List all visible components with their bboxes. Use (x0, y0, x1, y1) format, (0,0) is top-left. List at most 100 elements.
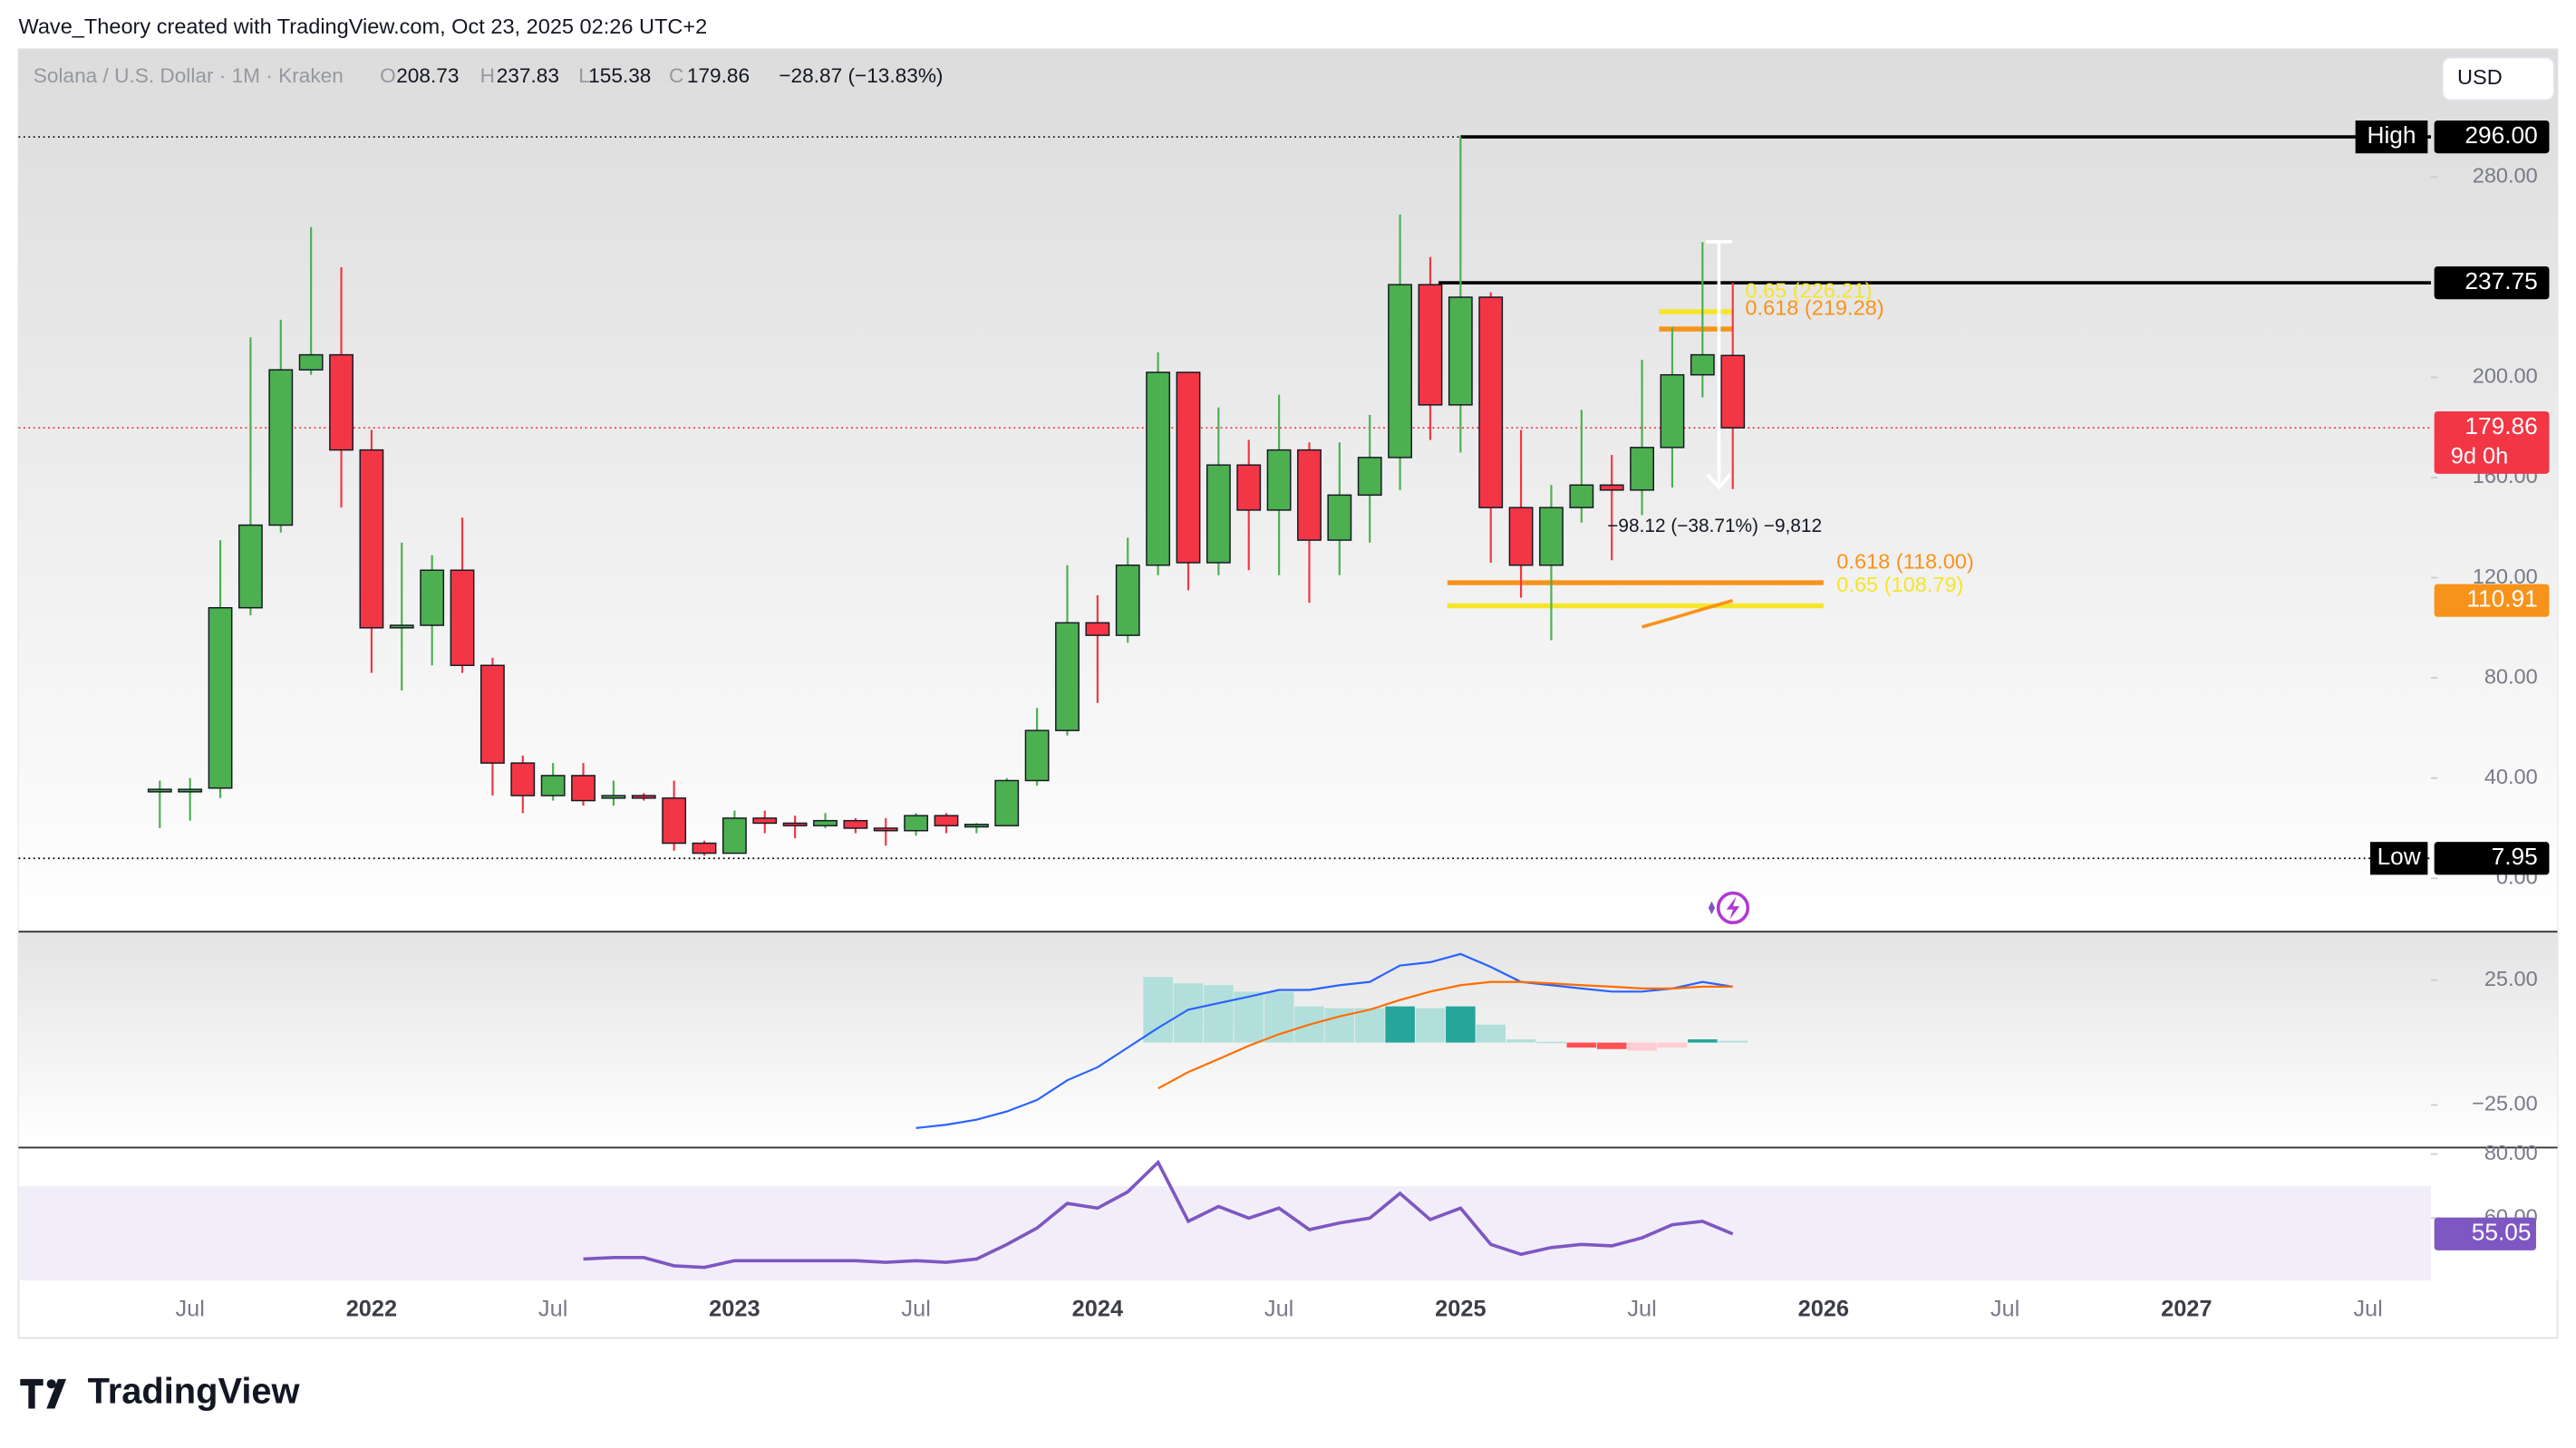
x-tick-label: Jul (1264, 1297, 1293, 1322)
macd-histogram-bar (1173, 983, 1204, 1043)
candle-body (329, 353, 353, 451)
candle-body (601, 795, 626, 799)
tag-label: High (2368, 121, 2416, 149)
price-badge-label: 110.91 (2466, 585, 2537, 613)
measure-label: −98.12 (−38.71%) −9,812 (1607, 516, 1822, 536)
y-tick-label: 80.00 (2484, 1141, 2538, 1164)
macd-histogram-bar (1566, 1042, 1597, 1048)
candle-body (540, 775, 566, 796)
tag-label: Low (2377, 843, 2422, 870)
x-tick-label: 2024 (1072, 1297, 1123, 1322)
tag-badge (2369, 842, 2428, 875)
tradingview-logo (20, 1378, 67, 1409)
price-badge (2434, 842, 2550, 875)
candle-body (1599, 484, 1624, 491)
macd-histogram-bar (1446, 1006, 1476, 1043)
price-badge-label: 237.75 (2465, 267, 2537, 294)
candle-body (147, 788, 172, 793)
x-tick-label: 2023 (709, 1297, 760, 1322)
candle-body (1266, 449, 1292, 511)
logo-text: TradingView (88, 1372, 301, 1412)
price-badge (2434, 410, 2550, 474)
ohlc-value: 155.38 (588, 64, 651, 87)
macd-histogram-bar (1476, 1024, 1506, 1043)
candle-body (1448, 296, 1473, 406)
y-tick-label: 280.00 (2473, 164, 2538, 188)
candle-body (268, 369, 294, 526)
x-tick-label: Jul (175, 1297, 204, 1322)
price-badge-sub: 9d 0h (2451, 443, 2508, 468)
macd-histogram-bar (1596, 1042, 1627, 1049)
symbol: Solana / U.S. Dollar · 1M · Kraken (34, 64, 344, 87)
candle-body (1720, 354, 1746, 429)
candle-body (1539, 507, 1564, 566)
candle-body (208, 607, 233, 789)
watermark-icon (1708, 891, 1750, 925)
macd-histogram-bar (1234, 991, 1264, 1043)
rsi-band (18, 1185, 2432, 1281)
candle-body (1508, 507, 1534, 566)
candle-body (238, 524, 263, 609)
macd-line (1157, 980, 1733, 1090)
x-tick-label: Jul (901, 1297, 930, 1322)
candle-body (450, 569, 475, 667)
ohlc-key: C (669, 64, 683, 87)
candle-body (1176, 372, 1201, 564)
candle-body (964, 824, 989, 828)
candle-body (420, 569, 445, 626)
ohlc-key: L (578, 64, 590, 87)
candle-body (873, 827, 898, 832)
y-tick-label: −25.00 (2472, 1092, 2538, 1115)
candle-body (1024, 729, 1050, 782)
macd-line (915, 952, 1733, 1129)
candle-body (1388, 284, 1413, 459)
candle-body (692, 842, 717, 854)
candle-body (843, 819, 868, 829)
macd-histogram-bar (1627, 1042, 1657, 1051)
price-badge (2434, 265, 2550, 300)
credit: Wave_Theory created with TradingView.com… (18, 14, 707, 38)
price-badge-label: 7.95 (2492, 843, 2538, 870)
candle-body (934, 815, 959, 826)
macd-histogram-bar (1143, 977, 1173, 1043)
candle-body (1115, 565, 1140, 636)
macd-histogram-bar (1506, 1039, 1536, 1043)
y-tick-label: 120.00 (2473, 565, 2538, 588)
candle-body (359, 449, 384, 629)
currency-button[interactable] (2441, 56, 2555, 101)
candle-body (813, 819, 838, 826)
x-tick-label: 2027 (2161, 1297, 2212, 1322)
candle-body (178, 788, 203, 793)
x-tick-label: 2026 (1798, 1297, 1849, 1322)
price-badge (2434, 120, 2550, 154)
rsi-line (583, 1159, 1734, 1269)
candle-body (1478, 296, 1504, 508)
y-tick-label: 80.00 (2484, 664, 2538, 688)
candle-body (1085, 622, 1110, 636)
candle-body (1055, 622, 1080, 731)
macd-histogram-bar (1718, 1040, 1748, 1043)
candle-body (1206, 464, 1231, 564)
candle-body (721, 817, 747, 854)
x-tick-label: 2022 (346, 1297, 397, 1322)
candle-body (479, 664, 505, 764)
candle-body (994, 779, 1020, 826)
y-tick-label: 40.00 (2484, 765, 2538, 788)
ohlc-value: 237.83 (497, 64, 559, 87)
macd-histogram-bar (1657, 1042, 1688, 1048)
candle-body (1418, 284, 1443, 406)
x-tick-label: 2025 (1435, 1297, 1486, 1322)
macd-histogram-bar (1415, 1008, 1446, 1043)
ohlc-value: 208.73 (396, 64, 459, 87)
candle-body (1660, 373, 1685, 449)
currency[interactable]: USD (2457, 65, 2503, 89)
change: −28.87 (−13.83%) (779, 64, 943, 87)
candle-body (752, 817, 778, 825)
candle-body (1690, 353, 1715, 376)
x-tick-label: Jul (1990, 1297, 2019, 1322)
x-tick-label: Jul (2353, 1297, 2382, 1322)
tag-badge (2355, 120, 2428, 154)
fib-label: 0.65 (226.21) (1745, 278, 1872, 302)
macd-histogram-bar (1385, 1006, 1415, 1043)
